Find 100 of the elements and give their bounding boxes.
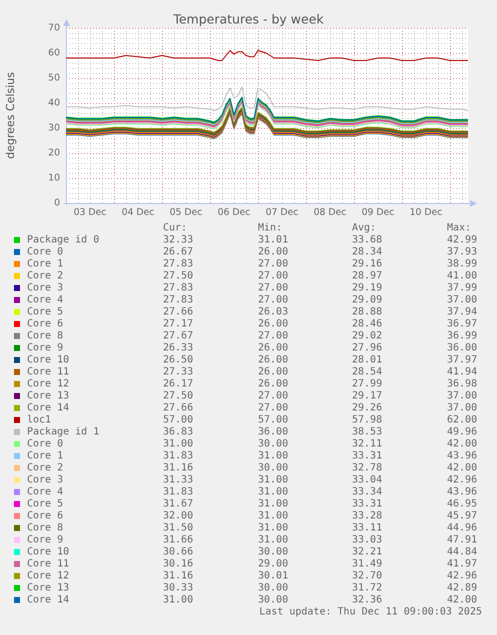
- text: 31.72: [352, 582, 382, 594]
- y-tick-label: 70: [48, 22, 60, 34]
- text: 42.00: [447, 462, 478, 474]
- text: 33.28: [352, 510, 382, 522]
- text: 43.96: [447, 486, 478, 498]
- text: 27.33: [163, 366, 194, 378]
- text: 27.66: [163, 306, 194, 318]
- legend-label: Core 12: [27, 378, 70, 390]
- text: 42.96: [447, 474, 478, 486]
- text: 32.00: [163, 510, 194, 522]
- legend-label: Core 9: [27, 342, 64, 354]
- text: Min:: [258, 222, 282, 234]
- text: 28.97: [352, 270, 382, 282]
- legend-label: Package id 0: [27, 234, 100, 246]
- text: 36.99: [447, 330, 478, 342]
- text: 27.83: [163, 282, 194, 294]
- text: 37.93: [447, 246, 478, 258]
- text: 42.00: [447, 594, 478, 606]
- text: 37.94: [447, 306, 478, 318]
- text: 27.67: [163, 330, 194, 342]
- text: 31.83: [163, 486, 194, 498]
- text: 26.33: [163, 342, 194, 354]
- y-tick-label: 10: [48, 172, 60, 184]
- text: 31.49: [352, 558, 382, 570]
- text: 27.50: [163, 390, 194, 402]
- text: 30.33: [163, 582, 194, 594]
- text: 33.04: [352, 474, 382, 486]
- text: 42.89: [447, 582, 478, 594]
- text: 37.00: [447, 294, 478, 306]
- text: 26.67: [163, 246, 194, 258]
- x-tick-label: 08 Dec: [314, 206, 346, 218]
- legend-label: Core 0: [27, 438, 64, 450]
- legend-label: Core 4: [27, 486, 64, 498]
- text: 29.02: [352, 330, 382, 342]
- y-tick-label: 20: [48, 147, 60, 158]
- text: 29.26: [352, 402, 382, 414]
- legend-label: Core 12: [27, 570, 70, 582]
- text: 31.50: [163, 522, 194, 534]
- text: 33.68: [352, 234, 382, 246]
- text: 31.16: [163, 570, 194, 582]
- text: 29.00: [258, 558, 288, 570]
- text: 27.50: [163, 270, 194, 282]
- legend-label: Core 4: [27, 294, 64, 306]
- text: 26.00: [258, 342, 288, 354]
- text: 27.00: [258, 330, 288, 342]
- text: 41.00: [447, 270, 478, 282]
- text: 27.66: [163, 402, 194, 414]
- text: 31.00: [258, 534, 288, 546]
- text: 33.31: [352, 450, 382, 462]
- text: 37.00: [447, 390, 478, 402]
- text: 33.31: [352, 498, 382, 510]
- text: 31.00: [258, 498, 288, 510]
- text: 41.94: [447, 366, 478, 378]
- legend-label: Core 3: [27, 282, 64, 294]
- text: 27.00: [258, 294, 288, 306]
- legend-label: Core 14: [27, 594, 70, 606]
- text: 30.16: [163, 558, 194, 570]
- legend-label: Core 2: [27, 270, 64, 282]
- text: 57.98: [352, 414, 382, 426]
- text: 45.97: [447, 510, 478, 522]
- text: 42.96: [447, 570, 478, 582]
- text: 62.00: [447, 414, 478, 426]
- text: 36.98: [447, 378, 478, 390]
- legend-label: Core 11: [27, 366, 70, 378]
- text: 27.00: [258, 282, 288, 294]
- text: 32.78: [352, 462, 382, 474]
- text: 32.21: [352, 546, 382, 558]
- legend-label: Core 5: [27, 306, 64, 318]
- text: 28.54: [352, 366, 382, 378]
- text: 30.00: [258, 594, 288, 606]
- text: 31.67: [163, 498, 194, 510]
- legend-label: Core 9: [27, 534, 64, 546]
- legend-label: loc1: [27, 414, 52, 426]
- text: 33.03: [352, 534, 382, 546]
- text: 31.66: [163, 534, 194, 546]
- text: 32.11: [352, 438, 382, 450]
- text: 31.00: [258, 486, 288, 498]
- text: 36.00: [258, 426, 288, 438]
- text: 42.99: [447, 234, 478, 246]
- x-tick-label: 04 Dec: [122, 206, 154, 218]
- text: 31.00: [258, 450, 288, 462]
- legend-label: Core 8: [27, 330, 64, 342]
- text: 28.46: [352, 318, 382, 330]
- text: 31.01: [258, 234, 288, 246]
- text: 26.00: [258, 378, 288, 390]
- text: 31.83: [163, 450, 194, 462]
- text: 31.00: [163, 594, 194, 606]
- text: 31.00: [258, 522, 288, 534]
- text: 30.00: [258, 582, 288, 594]
- legend-label: Core 10: [27, 546, 70, 558]
- text: 29.17: [352, 390, 382, 402]
- text: 41.97: [447, 558, 478, 570]
- text: 32.33: [163, 234, 194, 246]
- x-tick-label: 06 Dec: [218, 206, 250, 218]
- text: 32.36: [352, 594, 382, 606]
- text: 31.00: [163, 438, 194, 450]
- x-tick-label: 10 Dec: [410, 206, 442, 218]
- legend-label: Core 1: [27, 450, 64, 462]
- text: 37.00: [447, 402, 478, 414]
- text: 33.11: [352, 522, 382, 534]
